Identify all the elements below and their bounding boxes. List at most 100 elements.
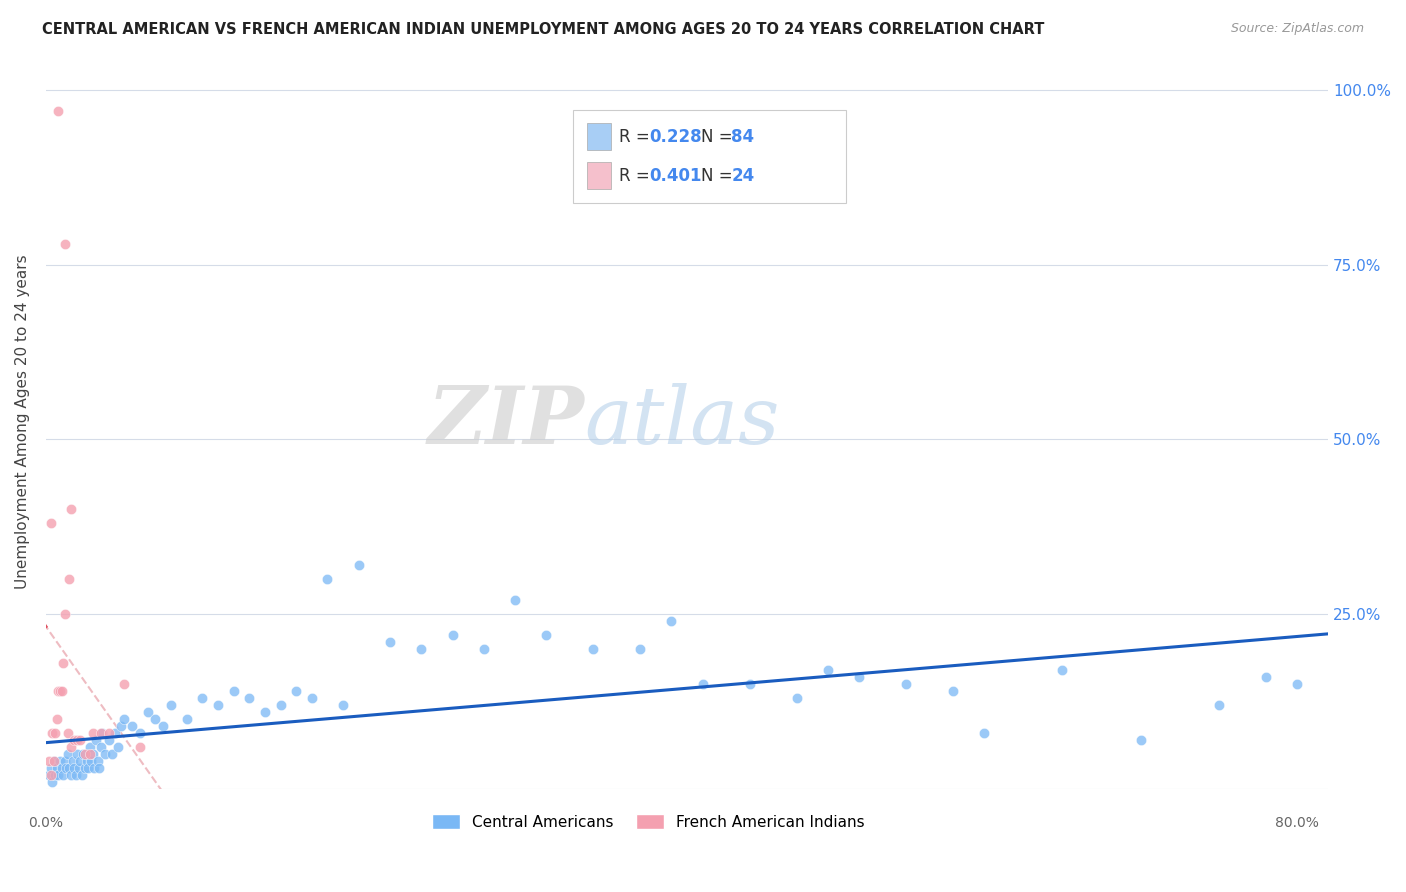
Point: [97, 725, 120, 739]
Point: [63, 761, 86, 775]
Point: [80, 754, 103, 768]
Point: [66, 732, 89, 747]
Point: [316, 572, 339, 586]
Point: [79, 747, 101, 761]
Point: [90, 725, 112, 739]
Point: [973, 725, 995, 739]
Text: 0.228: 0.228: [650, 128, 703, 145]
Point: [39, 761, 62, 775]
Legend: Central Americans, French American Indians: Central Americans, French American India…: [426, 808, 870, 836]
Point: [53, 236, 76, 251]
Point: [128, 739, 150, 754]
Point: [894, 677, 917, 691]
Text: 80.0%: 80.0%: [1275, 816, 1319, 830]
Point: [51, 761, 73, 775]
Point: [38, 754, 60, 768]
Text: 0.0%: 0.0%: [28, 816, 63, 830]
Point: [107, 739, 129, 754]
Point: [65, 767, 87, 781]
Text: 84: 84: [731, 128, 755, 145]
Point: [82, 725, 104, 739]
Point: [83, 761, 105, 775]
Point: [848, 670, 870, 684]
Point: [91, 725, 114, 739]
Point: [58, 761, 80, 775]
Point: [160, 698, 183, 712]
Point: [97, 732, 120, 747]
Text: 24: 24: [731, 167, 755, 185]
Point: [1254, 670, 1277, 684]
Point: [62, 754, 84, 768]
Point: [59, 502, 82, 516]
Point: [58, 572, 80, 586]
Point: [59, 767, 82, 781]
Text: 0.401: 0.401: [650, 167, 702, 185]
Point: [48, 767, 70, 781]
Point: [48, 683, 70, 698]
Point: [152, 719, 174, 733]
Text: R =: R =: [619, 128, 655, 145]
Text: N =: N =: [702, 167, 738, 185]
Point: [253, 705, 276, 719]
Point: [53, 754, 76, 768]
Point: [45, 761, 67, 775]
Point: [53, 607, 76, 621]
Point: [786, 690, 808, 705]
Point: [112, 677, 135, 691]
Point: [104, 725, 127, 739]
Point: [48, 103, 70, 118]
Point: [1052, 663, 1074, 677]
Point: [661, 614, 683, 628]
Point: [56, 747, 79, 761]
Point: [332, 698, 354, 712]
Point: [38, 767, 60, 781]
Point: [44, 725, 66, 739]
Point: [70, 767, 93, 781]
Point: [94, 747, 117, 761]
Point: [72, 747, 94, 761]
Point: [176, 712, 198, 726]
Text: ZIP: ZIP: [427, 383, 585, 460]
Point: [89, 761, 111, 775]
Point: [582, 641, 605, 656]
Point: [121, 719, 143, 733]
Point: [49, 754, 72, 768]
Point: [86, 754, 108, 768]
Point: [536, 628, 558, 642]
Point: [59, 739, 82, 754]
Point: [270, 698, 292, 712]
Point: [44, 767, 66, 781]
Point: [76, 754, 98, 768]
Point: [222, 683, 245, 698]
Point: [191, 690, 214, 705]
Point: [136, 705, 159, 719]
Point: [52, 656, 75, 670]
Point: [692, 677, 714, 691]
Text: Source: ZipAtlas.com: Source: ZipAtlas.com: [1230, 22, 1364, 36]
Point: [1208, 698, 1230, 712]
Point: [100, 747, 122, 761]
Point: [238, 690, 260, 705]
Point: [42, 754, 65, 768]
Text: atlas: atlas: [585, 383, 780, 460]
Point: [73, 761, 96, 775]
Point: [39, 516, 62, 530]
Point: [145, 712, 167, 726]
Point: [66, 747, 89, 761]
Point: [51, 683, 73, 698]
Point: [738, 677, 761, 691]
Point: [39, 767, 62, 781]
Point: [301, 690, 323, 705]
Text: R =: R =: [619, 167, 655, 185]
Point: [63, 732, 86, 747]
Point: [817, 663, 839, 677]
Point: [411, 641, 433, 656]
Point: [41, 774, 63, 789]
Point: [441, 628, 464, 642]
Point: [503, 593, 526, 607]
Point: [73, 747, 96, 761]
Point: [942, 683, 965, 698]
Point: [90, 739, 112, 754]
Point: [56, 725, 79, 739]
Y-axis label: Unemployment Among Ages 20 to 24 years: Unemployment Among Ages 20 to 24 years: [15, 254, 30, 589]
